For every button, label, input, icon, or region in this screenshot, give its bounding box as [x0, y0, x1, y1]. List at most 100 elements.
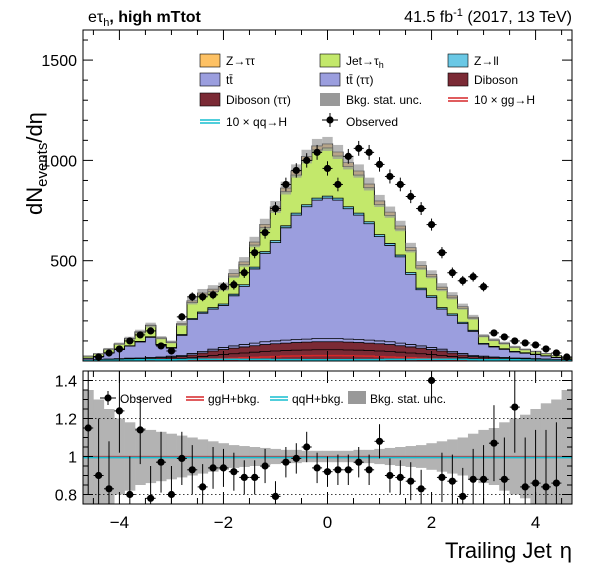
legend-label: 10 × gg→H — [474, 93, 535, 107]
ratio-y-tick-label: 1 — [68, 450, 77, 467]
ratio-observed-point — [312, 452, 323, 484]
ratio-observed-point — [228, 452, 239, 491]
ratio-observed-marker — [334, 466, 342, 474]
ratio-observed-point — [249, 460, 260, 495]
stat-unc-bin — [447, 292, 458, 300]
observed-point — [509, 337, 520, 345]
legend-label-text: 10 × gg→H — [474, 93, 535, 107]
ratio-observed-point — [384, 458, 395, 493]
stat-unc-bin — [374, 194, 385, 207]
observed-marker — [115, 345, 124, 353]
observed-point — [353, 140, 364, 156]
observed-marker — [417, 204, 425, 213]
observed-point — [187, 292, 198, 302]
observed-point — [104, 349, 115, 357]
legend-entry: Z→ll — [447, 53, 499, 68]
ratio-legend-label: Observed — [120, 392, 172, 406]
observed-point — [280, 177, 291, 192]
observed-point — [488, 329, 499, 337]
observed-marker — [240, 269, 248, 277]
legend-entry: 10 × qq→H — [200, 115, 287, 129]
observed-marker — [344, 152, 352, 160]
observed-point — [291, 163, 302, 178]
ratio-y-tick-label: 0.8 — [55, 488, 77, 505]
observed-point — [156, 342, 167, 350]
ratio-observed-point — [447, 454, 458, 504]
ratio-observed-marker — [490, 439, 498, 447]
ratio-observed-point — [488, 405, 499, 482]
observed-point — [478, 282, 489, 292]
stat-unc-bin — [228, 269, 240, 278]
x-axis-label: Trailing Jet η — [445, 538, 572, 563]
observed-marker — [105, 349, 113, 357]
stat-unc-bin — [426, 270, 437, 279]
legend-label: Bkg. stat. unc. — [346, 93, 422, 107]
observed-marker — [427, 220, 436, 229]
legend-entry: Jet→τh — [319, 53, 384, 70]
observed-point — [312, 144, 323, 160]
stat-unc-bin — [363, 177, 375, 191]
legend-entry: 10 × gg→H — [448, 93, 535, 107]
observed-marker — [167, 347, 176, 355]
ratio-observed-marker — [84, 424, 92, 432]
observed-point — [322, 161, 333, 176]
observed-point — [561, 353, 572, 361]
legend-label-text: Jet→τ — [346, 54, 379, 68]
legend-label: Observed — [346, 115, 398, 129]
observed-marker — [500, 333, 508, 341]
observed-point — [249, 247, 260, 259]
observed-point — [260, 226, 271, 239]
observed-marker — [157, 342, 165, 350]
legend-swatch-diboson_tt — [199, 92, 221, 107]
ratio-legend-label: Bkg. stat. unc. — [370, 392, 446, 406]
stat-unc-bin — [166, 340, 177, 344]
ratio-observed-marker — [292, 454, 300, 462]
ratio-observed-point — [93, 418, 104, 504]
ratio-observed-point — [416, 469, 427, 504]
observed-point — [114, 345, 125, 353]
x-tick-label: −4 — [110, 513, 129, 532]
ratio-plot: 0.8 1 1.2 1.4 −4 −2 0 2 4 Observed ggH+bkg. qqH+bk… — [55, 370, 573, 563]
ratio-observed-point — [301, 431, 312, 463]
observed-marker — [469, 273, 477, 281]
observed-marker — [282, 180, 290, 189]
legend-label-text: Z→ττ — [226, 54, 255, 68]
ratio-observed-marker — [147, 494, 155, 502]
ratio-observed-point — [124, 456, 135, 504]
ratio-legend-label: qqH+bkg. — [292, 392, 344, 406]
stat-unc-bin — [415, 261, 427, 270]
ratio-observed-marker — [386, 471, 394, 480]
observed-marker — [126, 337, 134, 345]
ratio-observed-point — [280, 447, 291, 478]
stat-unc-bin — [103, 347, 115, 350]
category-label: , high mTtot — [109, 9, 201, 26]
ratio-observed-marker — [355, 458, 363, 466]
stat-unc-bin — [488, 338, 500, 342]
legend-label-text: tt̄ (ττ) — [346, 73, 373, 87]
legend-label: tt̄ (ττ) — [346, 73, 373, 87]
ratio-legend-swatch — [348, 391, 366, 404]
legend-label: Diboson — [474, 73, 518, 87]
stat-unc-bin — [519, 348, 531, 351]
legend-label: Z→ττ — [226, 54, 255, 68]
stat-unc-bin — [145, 322, 156, 328]
ratio-observed-marker — [407, 477, 415, 485]
ratio-observed-point — [187, 445, 198, 495]
ratio-observed-point — [374, 424, 385, 459]
stat-unc-bin — [207, 285, 219, 294]
ratio-observed-marker — [115, 407, 124, 415]
observed-marker — [438, 249, 446, 257]
observed-point — [499, 333, 510, 341]
observed-point — [332, 177, 343, 192]
legend-label: 10 × qq→H — [226, 115, 287, 129]
lumi-label: 41.5 fb-1 (2017, 13 TeV) — [404, 7, 572, 26]
stat-unc-bin — [509, 345, 520, 349]
observed-marker — [136, 331, 144, 339]
ratio-observed-point — [468, 448, 479, 504]
observed-point — [145, 327, 156, 335]
stat-unc-bin — [384, 206, 396, 218]
ratio-observed-marker — [396, 473, 404, 481]
ratio-observed-marker — [251, 473, 259, 481]
stat-unc-bin — [176, 321, 188, 326]
